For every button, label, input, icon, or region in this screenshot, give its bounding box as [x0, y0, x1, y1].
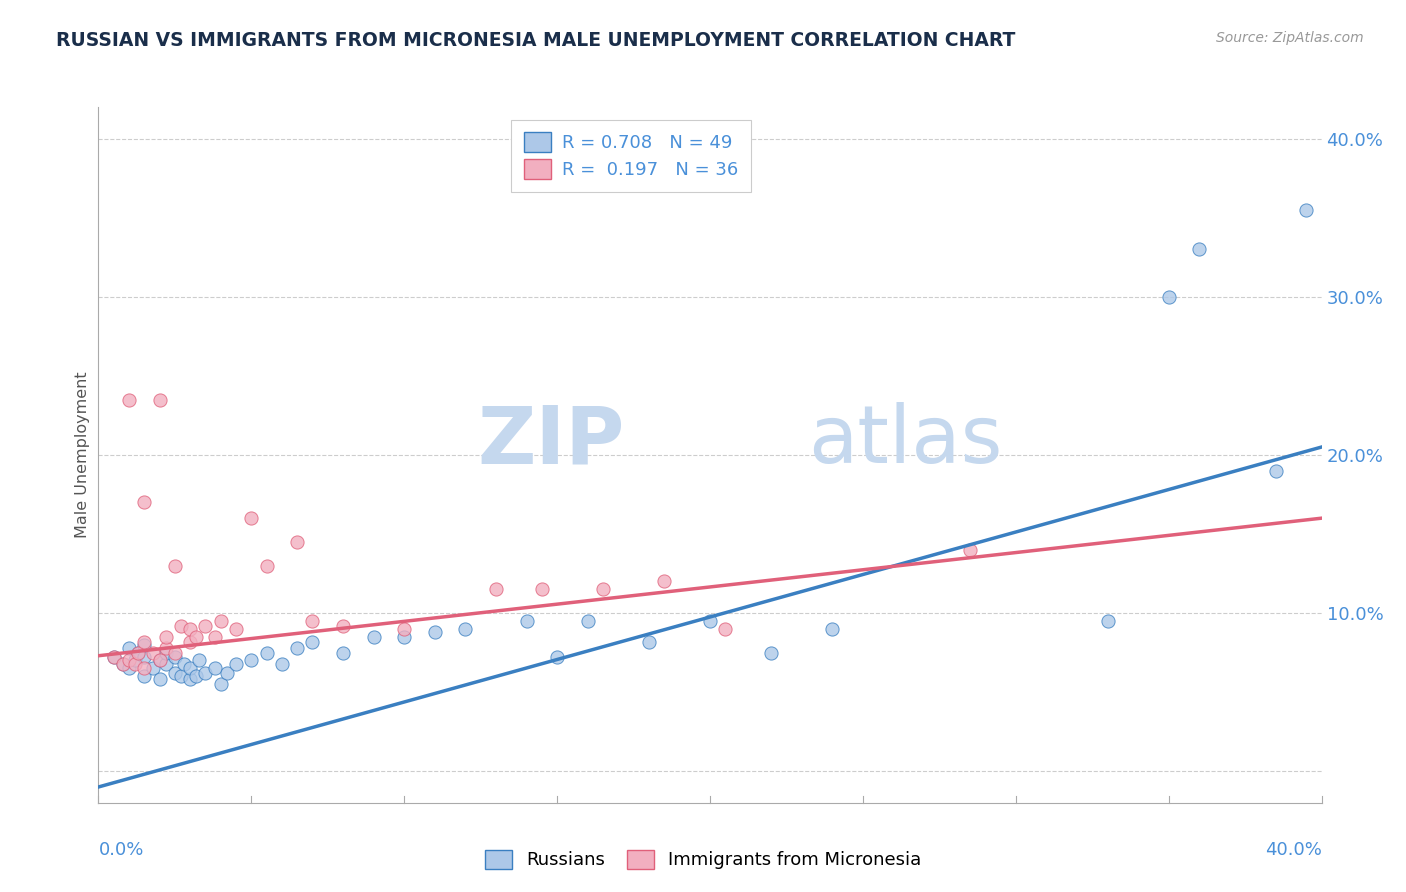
Point: [821, 622, 844, 636]
Point: [163, 650, 186, 665]
Point: [103, 650, 125, 665]
Point: [714, 622, 737, 636]
Point: [209, 614, 232, 628]
Point: [240, 511, 263, 525]
Text: ZIP: ZIP: [477, 402, 624, 480]
Point: [637, 634, 661, 648]
Point: [1097, 614, 1119, 628]
Point: [392, 622, 416, 636]
Point: [485, 582, 508, 597]
Point: [652, 574, 675, 589]
Point: [111, 657, 134, 671]
Point: [134, 495, 156, 509]
Point: [179, 673, 201, 687]
Point: [149, 653, 172, 667]
Point: [423, 625, 446, 640]
Point: [155, 646, 177, 660]
Point: [149, 673, 172, 687]
Legend: R = 0.708   N = 49, R =  0.197   N = 36: R = 0.708 N = 49, R = 0.197 N = 36: [512, 120, 751, 192]
Point: [155, 657, 177, 671]
Point: [209, 677, 232, 691]
Point: [530, 582, 553, 597]
Point: [179, 661, 201, 675]
Point: [1157, 290, 1180, 304]
Point: [285, 640, 308, 655]
Point: [225, 657, 247, 671]
Point: [111, 657, 134, 671]
Point: [194, 666, 217, 681]
Point: [134, 661, 156, 675]
Text: 40.0%: 40.0%: [1265, 841, 1322, 859]
Point: [215, 666, 238, 681]
Point: [256, 558, 278, 573]
Y-axis label: Male Unemployment: Male Unemployment: [75, 372, 90, 538]
Point: [256, 646, 278, 660]
Point: [1188, 243, 1211, 257]
Point: [149, 653, 172, 667]
Point: [270, 657, 292, 671]
Point: [240, 653, 263, 667]
Point: [188, 653, 211, 667]
Point: [155, 630, 177, 644]
Point: [118, 392, 141, 407]
Point: [301, 634, 323, 648]
Point: [173, 657, 195, 671]
Point: [124, 653, 146, 667]
Point: [124, 657, 146, 671]
Point: [103, 650, 125, 665]
Point: [179, 622, 201, 636]
Point: [392, 630, 416, 644]
Point: [186, 630, 208, 644]
Point: [699, 614, 721, 628]
Point: [332, 618, 354, 632]
Point: [186, 669, 208, 683]
Point: [118, 661, 141, 675]
Text: Source: ZipAtlas.com: Source: ZipAtlas.com: [1216, 31, 1364, 45]
Point: [546, 650, 568, 665]
Point: [285, 534, 308, 549]
Point: [134, 634, 156, 648]
Text: RUSSIAN VS IMMIGRANTS FROM MICRONESIA MALE UNEMPLOYMENT CORRELATION CHART: RUSSIAN VS IMMIGRANTS FROM MICRONESIA MA…: [56, 31, 1015, 50]
Point: [170, 618, 193, 632]
Point: [134, 650, 156, 665]
Point: [142, 661, 165, 675]
Point: [759, 646, 782, 660]
Point: [127, 646, 149, 660]
Point: [576, 614, 599, 628]
Point: [118, 640, 141, 655]
Point: [363, 630, 385, 644]
Point: [134, 669, 156, 683]
Point: [179, 634, 201, 648]
Point: [163, 558, 186, 573]
Point: [118, 653, 141, 667]
Point: [163, 646, 186, 660]
Point: [194, 618, 217, 632]
Point: [204, 661, 226, 675]
Point: [516, 614, 538, 628]
Point: [170, 669, 193, 683]
Point: [225, 622, 247, 636]
Point: [142, 646, 165, 660]
Text: 0.0%: 0.0%: [98, 841, 143, 859]
Text: atlas: atlas: [808, 402, 1002, 480]
Point: [592, 582, 614, 597]
Point: [1295, 202, 1317, 217]
Point: [127, 646, 149, 660]
Point: [134, 638, 156, 652]
Point: [454, 622, 477, 636]
Point: [204, 630, 226, 644]
Point: [149, 392, 172, 407]
Point: [155, 640, 177, 655]
Legend: Russians, Immigrants from Micronesia: Russians, Immigrants from Micronesia: [475, 840, 931, 879]
Point: [1264, 464, 1286, 478]
Point: [301, 614, 323, 628]
Point: [959, 542, 981, 557]
Point: [332, 646, 354, 660]
Point: [163, 666, 186, 681]
